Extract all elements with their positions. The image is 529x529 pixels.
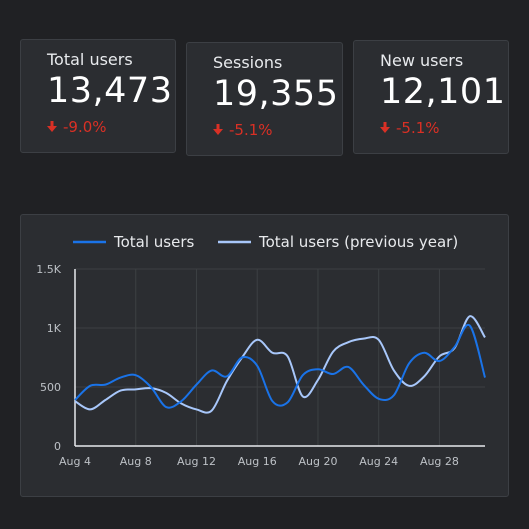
metric-delta-text: -9.0% [63, 118, 107, 136]
scorecard-sessions[interactable]: Sessions 19,355 -5.1% [186, 42, 343, 156]
down-arrow-icon [47, 121, 57, 132]
metric-delta: -5.1% [213, 121, 273, 139]
y-tick-label: 500 [40, 381, 61, 394]
down-arrow-icon [213, 124, 223, 135]
metric-delta-text: -5.1% [229, 121, 273, 139]
x-tick-label: Aug 16 [238, 455, 277, 468]
legend-label: Total users [113, 233, 195, 251]
metric-value: 13,473 [47, 71, 173, 111]
x-tick-label: Aug 20 [298, 455, 337, 468]
metric-delta-text: -5.1% [396, 119, 440, 137]
down-arrow-icon [380, 122, 390, 133]
x-tick-label: Aug 24 [359, 455, 398, 468]
y-tick-label: 1K [47, 322, 62, 335]
metric-value: 19,355 [213, 74, 339, 114]
scorecard-total-users[interactable]: Total users 13,473 -9.0% [20, 39, 176, 153]
metric-label: Total users [47, 50, 133, 69]
timeseries-chart[interactable]: Aug 4 Aug 8 Aug 12 Aug 16 Aug 20 Aug 24 Aug 28… [21, 215, 510, 498]
x-tick-label: Aug 28 [420, 455, 459, 468]
timeseries-chart-card[interactable]: Aug 4 Aug 8 Aug 12 Aug 16 Aug 20 Aug 24 Aug 28… [20, 214, 509, 497]
metric-value: 12,101 [380, 72, 506, 112]
x-tick-label: Aug 12 [177, 455, 216, 468]
scorecard-new-users[interactable]: New users 12,101 -5.1% [353, 40, 509, 154]
metric-delta: -9.0% [47, 118, 107, 136]
legend-label: Total users (previous year) [258, 233, 458, 251]
series-line-total-users [74, 323, 486, 409]
series-line-total-users-previous-year [74, 315, 486, 414]
metric-label: New users [380, 51, 464, 70]
metric-delta: -5.1% [380, 119, 440, 137]
y-tick-label: 1.5K [36, 263, 61, 276]
x-tick-label: Aug 8 [120, 455, 152, 468]
x-tick-label: Aug 4 [59, 455, 91, 468]
metric-label: Sessions [213, 53, 283, 72]
y-tick-label: 0 [54, 440, 61, 453]
